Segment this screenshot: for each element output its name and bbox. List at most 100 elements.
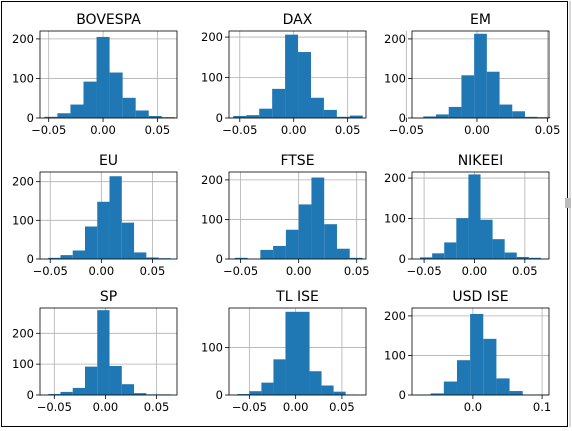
x-tick-label: 0.00 [90, 123, 116, 137]
histogram-bar [84, 226, 98, 259]
y-tick-label: 100 [12, 71, 34, 85]
panel-title: FTSE [280, 153, 314, 169]
histogram-bar [480, 219, 493, 259]
histogram-bar [84, 366, 98, 395]
histogram-bar [423, 116, 437, 118]
histogram-panel: USD ISE 0.0 0.1 0 100 200 [384, 289, 551, 414]
y-tick-label: 0 [27, 388, 34, 402]
histogram-bar [297, 311, 310, 395]
histogram-bar [444, 242, 457, 259]
histogram-bar [259, 108, 273, 118]
histogram-bar [109, 176, 122, 259]
histogram-bar [246, 115, 260, 118]
histogram-bar [524, 116, 538, 118]
histogram-bar [134, 393, 147, 395]
histogram-bar [146, 257, 159, 259]
histogram-bar [148, 116, 162, 118]
plot-frame [39, 30, 178, 119]
x-tick-label: −0.05 [389, 123, 424, 137]
y-tick-label: 0 [216, 111, 223, 125]
histogram-bar [448, 106, 462, 118]
histogram-bar [285, 311, 298, 395]
histogram-bar [528, 257, 541, 259]
x-tick-label: 0.00 [286, 264, 312, 278]
panel-title: SP [100, 289, 117, 305]
histogram-bar [496, 378, 510, 395]
histogram-bar [135, 110, 149, 118]
y-tick-label: 0 [216, 252, 223, 266]
panel-title: EM [470, 12, 491, 28]
x-tick-label: 0.05 [535, 123, 561, 137]
x-tick-label: −0.05 [33, 264, 68, 278]
histogram-panel: NIKEEI −0.05 0.00 0.05 0 100 200 [384, 153, 550, 278]
histogram-bar [237, 394, 250, 395]
plot-frame [39, 171, 178, 260]
x-tick-label: 0.0 [464, 400, 482, 414]
y-tick-label: 100 [384, 348, 406, 362]
y-tick-label: 0 [27, 111, 34, 125]
histogram-bar [122, 97, 136, 118]
x-tick-label: 0.05 [140, 264, 166, 278]
histogram-bar [468, 174, 481, 259]
histogram-panel: SP −0.05 0.00 0.05 0 100 200 [12, 289, 178, 414]
histogram-panel: FTSE −0.05 0.00 0.05 0 100 200 [201, 153, 369, 278]
histogram-panel: EM −0.05 0.00 0.05 0 100 200 [384, 12, 560, 137]
histogram-bar [60, 255, 73, 259]
histogram-bar [48, 257, 61, 259]
histogram-bar [432, 253, 445, 259]
histogram-bar [323, 109, 337, 118]
histogram-bar [430, 393, 444, 395]
y-tick-label: 100 [384, 71, 406, 85]
histogram-bar [97, 310, 110, 395]
x-tick-label: 0.05 [344, 264, 370, 278]
y-tick-label: 200 [384, 309, 406, 323]
window-scrollbar[interactable] [569, 1, 571, 427]
y-tick-label: 0 [399, 111, 406, 125]
resize-handle[interactable] [565, 198, 571, 208]
y-tick-label: 100 [201, 71, 223, 85]
y-tick-label: 200 [201, 30, 223, 44]
histogram-bar [109, 72, 123, 118]
histogram-bar [96, 36, 110, 118]
x-tick-label: −0.05 [406, 264, 441, 278]
x-tick-label: 0.05 [335, 123, 361, 137]
x-tick-label: −0.05 [223, 264, 258, 278]
y-tick-label: 100 [384, 212, 406, 226]
histogram-bar [512, 111, 525, 118]
histogram-bar [134, 252, 147, 259]
histogram-bar [72, 250, 85, 259]
histogram-bar [483, 338, 497, 395]
histogram-bar [349, 115, 363, 118]
histogram-bar [456, 360, 471, 395]
histogram-bar [249, 391, 262, 395]
y-tick-label: 200 [384, 32, 406, 46]
histogram-bar [336, 248, 350, 259]
histogram-bar [492, 239, 505, 259]
histogram-panel: BOVESPA −0.05 0.00 0.05 0 100 200 [12, 12, 178, 137]
histogram-bar [44, 116, 58, 118]
histogram-bar [436, 114, 449, 118]
plot-frame [411, 307, 550, 396]
histogram-bar [57, 113, 71, 118]
histogram-bar [456, 218, 469, 259]
histogram-bar [321, 385, 334, 395]
histogram-bar [310, 97, 324, 118]
histogram-bar [273, 359, 286, 395]
x-tick-label: −0.05 [37, 400, 72, 414]
histogram-bar [324, 224, 337, 259]
histogram-bar [474, 33, 487, 118]
histogram-bar [333, 391, 346, 395]
histogram-bar [470, 313, 484, 395]
y-tick-label: 200 [201, 173, 223, 187]
histogram-bar [285, 229, 299, 259]
y-tick-label: 100 [12, 357, 34, 371]
x-tick-label: 0.1 [533, 400, 551, 414]
y-tick-label: 100 [12, 213, 34, 227]
panel-title: NIKEEI [458, 153, 504, 169]
histogram-bar [516, 256, 529, 259]
plot-frame [228, 30, 367, 119]
plot-frame [411, 171, 550, 260]
histogram-bar [121, 384, 135, 395]
histogram-bar [70, 104, 84, 118]
